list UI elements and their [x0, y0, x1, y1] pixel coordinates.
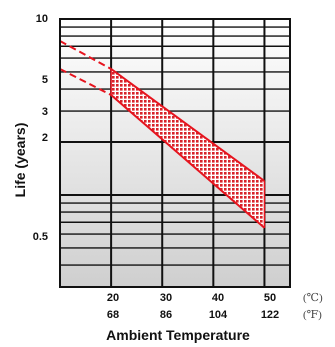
x-tick-label-f-68: 68 [107, 309, 119, 321]
x-tick-label-f-122: 122 [261, 309, 279, 321]
x-tick-label-c-40: 40 [212, 292, 224, 304]
x-tick-label-f-104: 104 [209, 309, 228, 321]
y-tick-label-10: 10 [36, 13, 48, 25]
life-band-area [111, 68, 265, 228]
x-axis-title: Ambient Temperature [106, 327, 250, 343]
x-tick-label-f-86: 86 [160, 309, 172, 321]
life-curves [59, 40, 266, 229]
y-tick-label-0-5: 0.5 [33, 231, 48, 243]
life-curve-dashed-2 [59, 68, 112, 96]
x-tick-label-c-50: 50 [264, 292, 276, 304]
x-tick-label-c-30: 30 [160, 292, 172, 304]
life-curve-solid-1 [110, 68, 266, 182]
y-tick-label-5: 5 [42, 74, 48, 86]
life-band [110, 68, 266, 228]
y-tick-label-2: 2 [42, 132, 48, 144]
unit-celsius: (℃) [303, 292, 323, 304]
plot-background [60, 19, 290, 287]
x-tick-label-c-20: 20 [107, 292, 119, 304]
y-axis-title: Life (years) [12, 123, 28, 198]
life-curve-dashed-0 [59, 40, 112, 70]
life-curve-solid-3 [110, 94, 266, 229]
plot-frame [59, 18, 291, 288]
unit-fahrenheit: (℉) [303, 309, 322, 321]
y-tick-label-3: 3 [42, 106, 48, 118]
